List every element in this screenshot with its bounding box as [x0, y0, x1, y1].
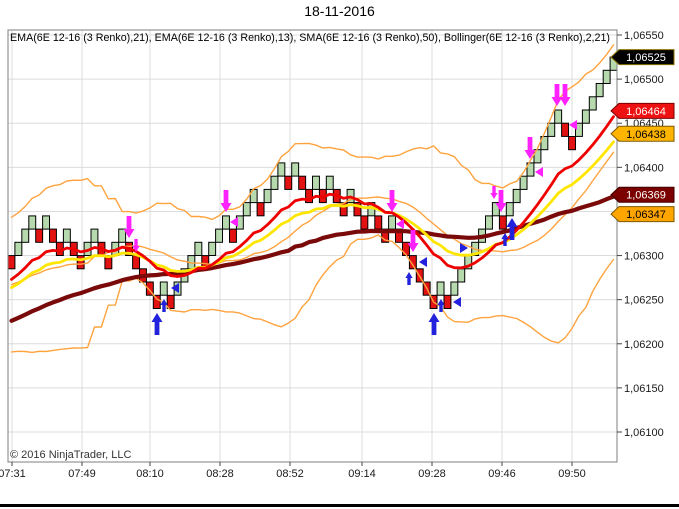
svg-text:1,06347: 1,06347	[626, 209, 666, 221]
svg-text:09:28: 09:28	[418, 468, 446, 480]
svg-text:1,06150: 1,06150	[624, 383, 664, 395]
svg-text:1,06525: 1,06525	[626, 52, 666, 64]
renko-bricks	[8, 56, 617, 309]
svg-text:1,06550: 1,06550	[624, 30, 664, 42]
x-axis[interactable]: 07:31 07:49 08:10 08:28 08:52 09:14 09:28 09:46…	[0, 462, 586, 480]
svg-text:1,06500: 1,06500	[624, 74, 664, 86]
price-tag-last-price: 1,06525	[610, 49, 675, 66]
gridlines	[8, 30, 617, 462]
price-tags: 1,06525 1,06464 1,06438 1,06369 1,06347	[610, 49, 675, 223]
svg-text:07:31: 07:31	[0, 468, 26, 480]
y-axis[interactable]: 1,065501,065001,064501,064001,063501,063…	[617, 30, 664, 439]
svg-text:1,06369: 1,06369	[626, 190, 666, 202]
svg-text:1,06300: 1,06300	[624, 251, 664, 263]
svg-text:1,06438: 1,06438	[626, 129, 666, 141]
plot-border	[7, 29, 618, 463]
indicator-lines	[9, 44, 616, 354]
indicator-label: EMA(6E 12-16 (3 Renko),21), EMA(6E 12-16…	[10, 32, 610, 44]
svg-text:09:50: 09:50	[558, 468, 586, 480]
svg-text:09:14: 09:14	[348, 468, 376, 480]
svg-text:1,06100: 1,06100	[624, 427, 664, 439]
price-tag-sma50-value: 1,06369	[610, 186, 675, 203]
price-tag-ema21-value: 1,06438	[610, 125, 675, 142]
svg-text:07:49: 07:49	[68, 468, 96, 480]
price-tag-ema13-value: 1,06464	[610, 102, 675, 119]
price-tag-band-value: 1,06347	[610, 206, 675, 223]
signal-arrows	[123, 84, 577, 335]
bottom-divider	[0, 504, 679, 507]
svg-text:1,06464: 1,06464	[626, 106, 666, 118]
svg-text:1,06250: 1,06250	[624, 295, 664, 307]
svg-text:08:10: 08:10	[136, 468, 164, 480]
svg-text:08:28: 08:28	[206, 468, 234, 480]
copyright-label: © 2016 NinjaTrader, LLC	[10, 449, 131, 461]
svg-text:09:46: 09:46	[488, 468, 516, 480]
chart-title: 18-11-2016	[304, 3, 375, 19]
svg-text:1,06400: 1,06400	[624, 162, 664, 174]
svg-text:08:52: 08:52	[276, 468, 304, 480]
svg-text:1,06200: 1,06200	[624, 339, 664, 351]
